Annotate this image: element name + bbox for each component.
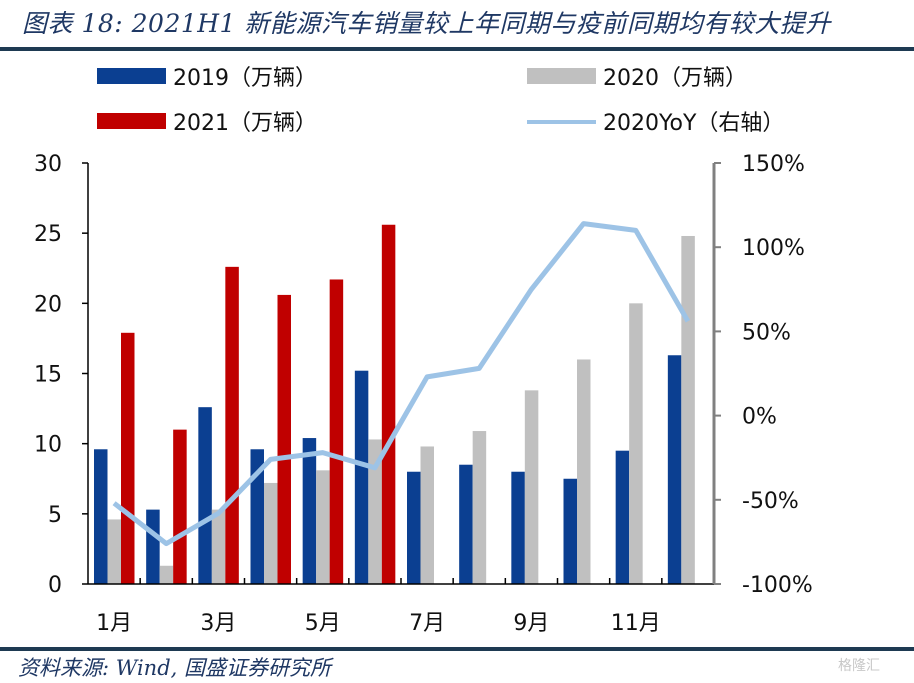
bar-2020 [264,482,278,584]
bar-2020 [107,519,121,584]
legend-swatch-2020 [527,68,596,84]
bar-2020 [316,470,330,584]
title-divider [0,47,914,51]
left-y-tick-label: 5 [48,503,62,528]
x-tick-label: 9月 [513,611,549,636]
tick-labels-group: 0 5 10 15 20 25 30 1月 3月 5月 7月 9月 11月 -100% -50% 0% 50% 1… [34,152,813,636]
chart-title: 图表 18: 2021H1 新能源汽车销量较上年同期与疫前同期均有较大提升 [22,9,831,38]
bar-2020 [681,235,695,584]
legend-label-2020: 2020（万辆） [603,66,747,91]
x-tick-label: 7月 [409,611,445,636]
right-y-tick-label: 0% [742,405,777,430]
x-tick-label: 11月 [611,611,661,636]
x-tick-label: 3月 [200,611,236,636]
bar-2020 [159,565,174,584]
right-y-tick-label: 100% [742,236,805,261]
footer-divider [0,647,914,651]
legend-item-2020: 2020（万辆） [527,60,747,92]
bar-2021 [277,294,291,584]
bar-2021 [225,266,239,584]
legend-label-yoy: 2020YoY（右轴） [603,111,785,136]
bar-2021 [329,279,344,584]
bar-2019 [459,464,473,584]
bar-2020 [629,303,643,584]
bar-2020 [211,509,226,584]
bar-2019 [615,450,630,584]
legend-label-2021: 2021（万辆） [173,111,317,136]
right-y-tick-label: 150% [742,152,805,177]
legend-swatch-2021 [97,113,166,129]
yoy-line-group [112,221,691,547]
bar-2021 [173,429,187,584]
legend-label-2019: 2019（万辆） [173,66,317,91]
bar-2019 [146,509,160,584]
left-y-tick-label: 30 [34,152,62,177]
right-y-tick-label: -50% [742,489,799,514]
bar-2019 [302,438,317,584]
bar-2019 [667,355,682,584]
legend-swatch-2019 [97,68,166,84]
left-y-tick-label: 10 [34,433,62,458]
bar-2019 [198,407,212,584]
left-y-tick-label: 25 [34,222,62,247]
right-y-tick-label: -100% [742,573,813,598]
yoy-line [112,221,691,547]
bar-2020 [472,431,487,584]
legend-swatch-yoy [527,120,596,124]
axes-group [82,162,721,585]
legend-item-2021: 2021（万辆） [97,105,317,137]
bar-2021 [121,332,135,584]
bar-2020 [577,359,591,584]
bar-2021 [381,224,396,584]
bar-2020 [524,390,539,584]
bar-2019 [250,449,264,584]
bar-2019 [407,471,421,584]
bar-2019 [354,370,369,584]
x-tick-label: 1月 [96,611,132,636]
bar-2019 [511,471,525,584]
right-y-tick-label: 50% [742,320,791,345]
left-y-tick-label: 15 [34,363,62,388]
bars-group [94,224,695,584]
bar-2020 [420,446,434,584]
left-y-tick-label: 0 [48,573,62,598]
x-tick-label: 5月 [305,611,341,636]
bar-2019 [563,478,577,584]
legend-item-2019: 2019（万辆） [97,60,317,92]
left-y-tick-label: 20 [34,292,62,317]
bar-2019 [94,449,108,584]
legend-item-yoy: 2020YoY（右轴） [527,105,784,137]
bar-2020 [368,439,382,584]
source-note: 资料来源: Wind, 国盛证券研究所 [18,656,331,680]
watermark-logo: 格隆汇 [838,658,880,674]
